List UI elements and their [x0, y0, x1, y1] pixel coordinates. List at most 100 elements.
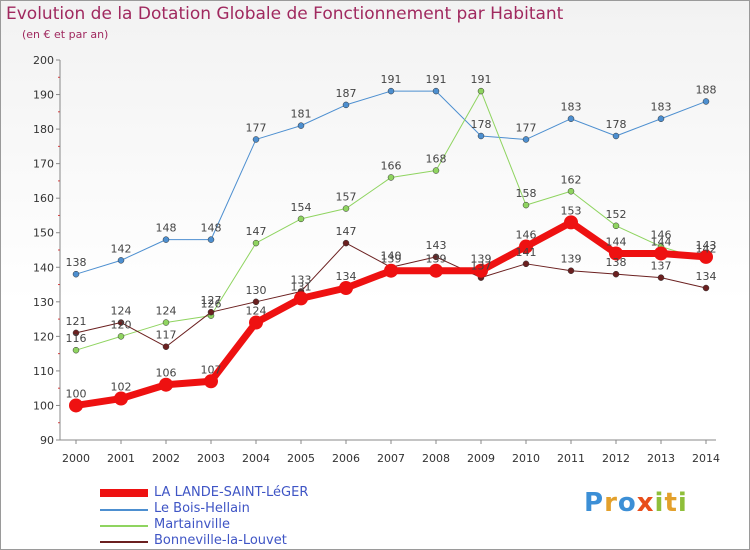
y-tick-label: 110	[33, 365, 54, 378]
data-label: 139	[426, 253, 447, 266]
data-label: 102	[111, 381, 132, 394]
x-tick-label: 2009	[467, 452, 495, 465]
data-point	[342, 239, 350, 247]
data-point	[72, 329, 80, 337]
data-label: 144	[651, 235, 672, 248]
data-label: 124	[156, 305, 177, 318]
data-point	[567, 267, 575, 274]
data-point	[612, 132, 620, 140]
data-point	[519, 239, 533, 254]
data-point	[387, 174, 395, 181]
data-label: 146	[651, 229, 672, 242]
data-label: 153	[561, 204, 582, 217]
data-label: 168	[426, 153, 447, 166]
x-tick-label: 2014	[692, 452, 720, 465]
data-label: 166	[381, 159, 402, 172]
y-tick-label: 90	[40, 434, 54, 447]
data-label: 188	[696, 83, 717, 96]
data-point	[609, 246, 623, 261]
data-label: 147	[336, 225, 357, 238]
data-point	[162, 319, 170, 326]
data-label: 139	[561, 253, 582, 266]
y-tick-label: 140	[33, 261, 54, 274]
data-point	[72, 270, 80, 278]
y-tick-label: 180	[33, 123, 54, 136]
data-label: 126	[201, 298, 222, 311]
data-point	[69, 398, 83, 413]
logo-letter: i	[654, 488, 665, 518]
data-label: 139	[471, 253, 492, 266]
data-point	[204, 374, 218, 389]
data-point	[702, 284, 710, 292]
data-label: 191	[426, 73, 447, 86]
data-point	[522, 260, 530, 268]
data-point	[159, 377, 173, 392]
data-label: 154	[291, 201, 312, 214]
data-label: 152	[606, 208, 627, 221]
x-tick-label: 2012	[602, 452, 630, 465]
data-label: 143	[696, 239, 717, 252]
x-tick-label: 2001	[107, 452, 135, 465]
data-point	[114, 391, 128, 406]
x-tick-label: 2013	[647, 452, 675, 465]
data-point	[162, 236, 170, 243]
logo-letter: o	[617, 488, 637, 518]
data-point	[252, 298, 260, 306]
data-label: 138	[66, 256, 87, 269]
y-tick-label: 170	[33, 158, 54, 171]
data-label: 147	[246, 225, 267, 238]
x-tick-label: 2005	[287, 452, 315, 465]
data-point	[564, 215, 578, 230]
data-label: 162	[561, 173, 582, 186]
y-tick-label: 190	[33, 89, 54, 102]
data-label: 178	[471, 118, 492, 131]
data-point	[297, 122, 305, 129]
data-point	[294, 291, 308, 306]
data-point	[252, 239, 260, 247]
data-label: 117	[156, 329, 177, 342]
data-point	[162, 343, 170, 350]
data-label: 187	[336, 87, 357, 100]
x-tick-label: 2008	[422, 452, 450, 465]
x-tick-label: 2011	[557, 452, 585, 465]
data-label: 107	[201, 363, 222, 376]
data-label: 142	[696, 242, 717, 255]
data-label: 134	[336, 270, 357, 283]
data-label: 131	[291, 280, 312, 293]
data-label: 134	[696, 270, 717, 283]
x-tick-label: 2004	[242, 452, 270, 465]
data-label: 144	[606, 235, 627, 248]
data-point	[522, 201, 530, 209]
data-point	[657, 274, 665, 281]
y-tick-label: 100	[33, 399, 54, 412]
legend-label: Bonneville-la-Louvet	[154, 533, 287, 548]
data-point	[117, 319, 125, 326]
x-tick-label: 2000	[62, 452, 90, 465]
data-point	[249, 315, 263, 330]
data-point	[702, 98, 710, 105]
data-label: 116	[66, 332, 87, 345]
data-point	[429, 263, 443, 278]
data-point	[432, 87, 440, 95]
data-point	[384, 263, 398, 278]
data-label: 106	[156, 367, 177, 380]
data-point	[297, 215, 305, 223]
data-label: 142	[111, 242, 132, 255]
data-label: 191	[471, 73, 492, 86]
data-point	[612, 270, 620, 278]
data-point	[387, 87, 395, 95]
data-point	[654, 246, 668, 261]
logo-letter: i	[677, 488, 688, 518]
data-point	[117, 257, 125, 264]
data-point	[432, 253, 440, 261]
data-point	[252, 136, 260, 143]
data-label: 143	[426, 239, 447, 252]
data-point	[477, 87, 485, 95]
data-label: 181	[291, 108, 312, 121]
x-tick-label: 2007	[377, 452, 405, 465]
data-point	[657, 115, 665, 122]
data-label: 124	[111, 305, 132, 318]
x-tick-label: 2006	[332, 452, 360, 465]
data-point	[699, 249, 713, 264]
